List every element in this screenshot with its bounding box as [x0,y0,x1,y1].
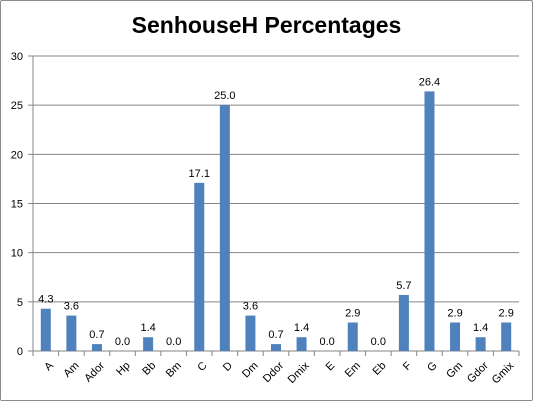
axes [28,55,520,356]
data-label: 4.3 [38,294,53,306]
x-tick-label: F [401,360,414,373]
x-tick-label: Ador [82,360,107,385]
data-label: 2.9 [345,307,360,319]
y-tick-label: 15 [11,199,23,211]
data-label: 3.6 [243,301,258,313]
bar-bb [143,337,154,351]
bar-f [398,294,409,351]
bar-d [219,105,230,352]
bar-g [424,91,435,352]
x-tick-label: G [425,360,440,375]
bar-gmix [501,322,512,351]
data-label: 0.7 [268,329,283,341]
x-tick-label: Hp [114,360,132,378]
data-label: 26.4 [419,76,440,88]
x-tick-label: Dmix [286,359,313,386]
data-label: 1.4 [473,322,488,334]
data-label: 0.0 [115,336,130,348]
x-tick-label: Am [61,360,81,380]
data-label: 2.9 [499,307,514,319]
bar-gdor [475,337,486,351]
bar-gm [450,322,461,351]
bar-dm [245,315,256,351]
data-label: 5.7 [396,280,411,292]
data-label: 1.4 [294,322,309,334]
y-tick-label: 20 [11,149,23,161]
x-tick-label: A [42,359,56,373]
data-label: 0.7 [89,329,104,341]
data-label: 25.0 [214,90,235,102]
x-tick-label: Em [343,360,363,380]
data-labels: 4.3 3.6 0.7 0.0 1.4 0.0 17.1 25.0 3.6 0.7 1.4 0.0 2.… [38,76,514,348]
x-tick-labels: A Am Ador Hp Bb Bm C D Dm Ddor Dmix E Em Eb F G Gm GdorGm… [42,359,516,386]
x-tick-label: D [221,360,235,374]
x-tick-label: Bm [164,360,184,380]
bar-ador [91,344,102,351]
y-tick-label: 30 [11,51,23,63]
data-label: 3.6 [64,301,79,313]
x-tick-label: C [195,360,209,374]
y-tick-labels: 0 5 10 15 20 25 30 [11,51,23,358]
data-label: 1.4 [140,322,155,334]
x-tick-label: Gm [444,360,465,381]
x-tick-label: Gdor [465,360,491,386]
bar-am [66,315,77,351]
x-tick-label: Bb [140,360,158,378]
bar-ddor [271,344,281,351]
data-label: 0.0 [166,336,181,348]
y-tick-label: 25 [11,100,23,112]
gridlines [33,55,519,303]
x-tick-label: Eb [371,360,389,378]
x-tick-label: Ddor [261,359,287,385]
y-tick-label: 0 [17,346,23,358]
bars [40,91,512,352]
data-label: 17.1 [189,168,210,180]
y-tick-label: 10 [11,248,23,260]
bar-c [194,182,205,351]
chart-title: SenhouseH Percentages [131,12,402,38]
bar-em [347,322,358,351]
data-label: 2.9 [447,307,462,319]
bar-a [40,308,51,351]
bar-dmix [296,337,307,351]
x-tick-label: E [324,360,338,374]
x-tick-label: Dm [240,360,261,381]
x-tick-label: Gmix [490,359,517,386]
y-tick-label: 5 [17,297,23,309]
data-label: 0.0 [371,336,386,348]
data-label: 0.0 [320,336,335,348]
